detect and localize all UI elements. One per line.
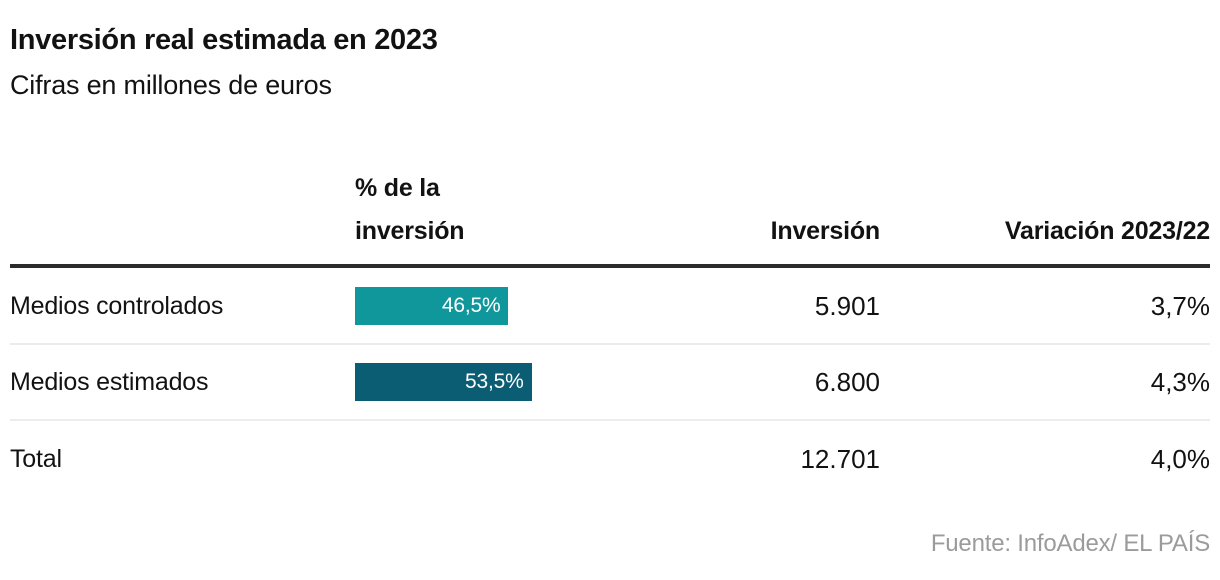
column-header-investment: Inversión (770, 217, 881, 245)
investment-value: 12.701 (800, 443, 880, 474)
column-header-variation: Variación 2023/22 (1004, 217, 1210, 245)
table-row-total: Total 12.701 4,0% (10, 421, 1210, 497)
share-bar: 53,5% (355, 363, 532, 401)
row-label: Total (10, 444, 62, 473)
variation-value: 3,7% (1150, 290, 1210, 321)
share-bar-label: 53,5% (465, 370, 524, 393)
share-bar-cell: 53,5% (355, 363, 650, 401)
row-label: Medios estimados (10, 367, 209, 396)
header-divider (10, 264, 1210, 268)
variation-value: 4,0% (1150, 443, 1210, 474)
source-credit: Fuente: InfoAdex/ EL PAÍS (930, 530, 1210, 557)
investment-value: 5.901 (814, 290, 880, 321)
share-bar-cell-empty (355, 440, 650, 478)
investment-value: 6.800 (814, 366, 880, 397)
column-header-share-line2: inversión (355, 217, 465, 245)
variation-value: 4,3% (1150, 366, 1210, 397)
table-header-row: % de la inversión Inversión Variación 20… (10, 160, 1210, 253)
table-row: Medios estimados 53,5% 6.800 4,3% (10, 345, 1210, 421)
row-label: Medios controlados (10, 291, 224, 320)
column-header-share-line1: % de la (355, 174, 440, 202)
share-bar: 46,5% (355, 287, 509, 325)
share-bar-cell: 46,5% (355, 287, 650, 325)
page-subtitle: Cifras en millones de euros (10, 70, 332, 100)
column-header-share: % de la inversión (355, 167, 650, 253)
page-title: Inversión real estimada en 2023 (10, 24, 438, 56)
table-row: Medios controlados 46,5% 5.901 3,7% (10, 269, 1210, 345)
share-bar-label: 46,5% (441, 294, 501, 317)
